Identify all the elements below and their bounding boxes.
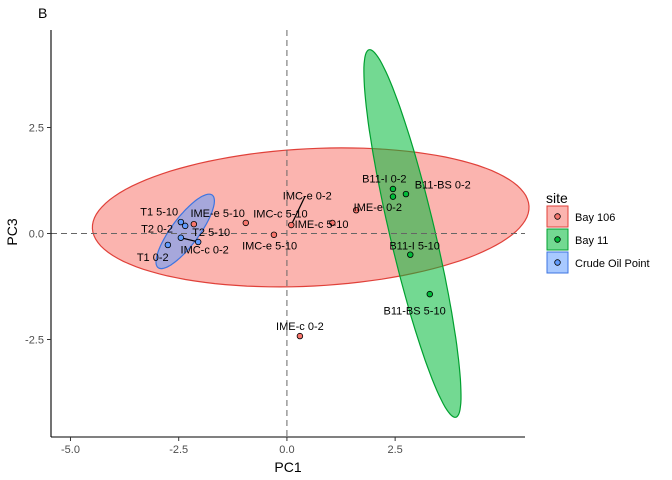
point-ime-c-5-10 bbox=[329, 219, 336, 227]
point-label-ime-c-0-2: IME-c 0-2 bbox=[276, 321, 324, 333]
legend: site Bay 106 Bay 11 Crude Oil Point bbox=[546, 190, 650, 274]
axis-layer: -5.0 -2.5 0.0 2.5 2.5 0.0 -2.5 bbox=[25, 30, 525, 456]
point-label-b11-i-5-10: B11-I 5-10 bbox=[389, 240, 440, 252]
point-label-imc-c-5-10: IMC-c 5-10 bbox=[253, 209, 307, 221]
point-label-ime-e-5-10: IME-e 5-10 bbox=[190, 208, 244, 220]
point-imc-c-0-2 bbox=[194, 238, 202, 246]
point-ime-e-0-2 bbox=[352, 206, 360, 214]
y-tick-label: 2.5 bbox=[29, 123, 44, 135]
point-b11-bs-0-2 bbox=[389, 193, 397, 200]
point-t1-0-2 bbox=[164, 241, 172, 249]
label-connector bbox=[290, 195, 306, 226]
point-b11-bs-0-2-2 bbox=[402, 190, 410, 198]
point-imc-c-5-10 bbox=[242, 219, 249, 227]
point-label-imc-c-0-2: IMC-c 0-2 bbox=[181, 245, 229, 257]
y-axis-title: PC3 bbox=[4, 218, 20, 245]
point-label-b11-bs-0-2: B11-BS 0-2 bbox=[415, 180, 471, 192]
x-tick-label: 2.5 bbox=[387, 444, 402, 456]
legend-items: Bay 106 Bay 11 Crude Oil Point bbox=[546, 205, 650, 274]
legend-key-point-crude-oil-point bbox=[554, 259, 561, 266]
x-axis-title: PC1 bbox=[274, 459, 301, 475]
point-label-b11-bs-5-10: B11-BS 5-10 bbox=[384, 306, 446, 318]
y-tick-label: 0.0 bbox=[29, 229, 44, 241]
x-tick-label: -2.5 bbox=[169, 444, 188, 456]
ellipse-layer bbox=[91, 49, 530, 418]
legend-key-point-bay-106 bbox=[554, 213, 561, 220]
point-imc-e-0-2 bbox=[288, 221, 295, 229]
x-tick-label: -5.0 bbox=[61, 444, 80, 456]
reference-line-layer bbox=[51, 30, 525, 437]
legend-label-crude-oil-point: Crude Oil Point bbox=[575, 258, 650, 270]
point-t2-5-10 bbox=[177, 234, 185, 241]
x-tick-label: 0.0 bbox=[279, 444, 294, 456]
point-label-t2-5-10: T2 5-10 bbox=[192, 227, 230, 239]
legend-label-bay-106: Bay 106 bbox=[575, 212, 615, 224]
point-t2-0-2 bbox=[181, 222, 189, 230]
point-b11-i-0-2 bbox=[389, 185, 397, 193]
point-label-t1-5-10: T1 5-10 bbox=[140, 206, 178, 218]
ellipse-crude-oil-point bbox=[155, 193, 215, 270]
point-b11-i-5-10 bbox=[407, 251, 414, 258]
point-imc-e-5-10 bbox=[270, 231, 278, 238]
point-label-imc-e-0-2: IMC-e 0-2 bbox=[283, 190, 332, 202]
panel-tag: B bbox=[38, 5, 47, 21]
legend-title: site bbox=[546, 190, 568, 206]
point-label-t2-0-2: T2 0-2 bbox=[141, 223, 173, 235]
point-layer bbox=[164, 185, 433, 340]
point-label-imc-e-5-10: IMC-e 5-10 bbox=[242, 240, 297, 252]
point-label-layer: IMC-e 0-2 IMC-c 5-10 IMC-e 5-10 IME-c 5-10 I… bbox=[137, 173, 471, 333]
point-label-ime-e-0-2: IME-e 0-2 bbox=[354, 202, 402, 214]
point-ime-e-5-10 bbox=[190, 220, 198, 228]
legend-key-point-bay-11 bbox=[554, 236, 561, 243]
point-label-t1-0-2: T1 0-2 bbox=[137, 252, 169, 264]
y-tick-label: -2.5 bbox=[25, 334, 44, 346]
point-t1-5-10 bbox=[177, 218, 185, 226]
point-ime-c-0-2 bbox=[296, 332, 304, 340]
point-label-ime-c-5-10: IME-c 5-10 bbox=[295, 219, 349, 231]
point-label-b11-i-0-2: B11-I 0-2 bbox=[362, 173, 406, 185]
legend-label-bay-11: Bay 11 bbox=[575, 235, 608, 247]
point-b11-bs-5-10 bbox=[426, 290, 433, 298]
